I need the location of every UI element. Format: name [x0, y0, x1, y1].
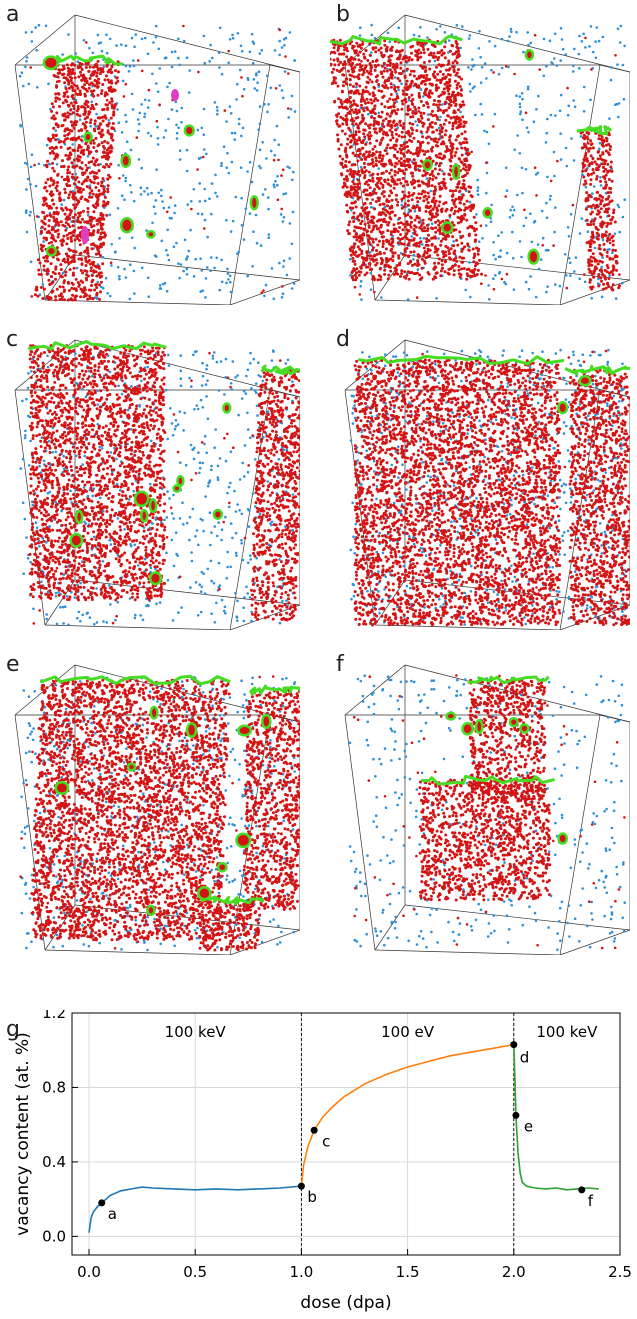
snapshot-label: b — [307, 1188, 317, 1206]
interstitial-atoms — [349, 674, 626, 951]
y-tick-label: 1.2 — [42, 1010, 66, 1022]
snapshot-marker — [311, 1127, 318, 1134]
panel-f-render — [330, 650, 630, 955]
panel-b-render — [330, 0, 630, 305]
snapshot-label: e — [524, 1117, 533, 1135]
regime-label: 100 keV — [536, 1023, 598, 1041]
snapshot-marker — [510, 1041, 517, 1048]
regime-label: 100 eV — [381, 1023, 435, 1041]
x-tick-label: 1.5 — [396, 1263, 420, 1281]
simulation-panel-d: d — [330, 325, 630, 630]
x-tick-label: 0.5 — [183, 1263, 207, 1281]
vacancy-cluster-sheets — [28, 342, 300, 622]
x-tick-label: 1.0 — [289, 1263, 313, 1281]
panel-label: e — [6, 652, 20, 677]
panel-label: b — [336, 2, 350, 27]
y-tick-label: 0.0 — [42, 1227, 66, 1245]
panel-label: f — [336, 652, 344, 677]
snapshot-label: f — [588, 1192, 594, 1210]
x-tick-label: 0.0 — [77, 1263, 101, 1281]
regime-label: 100 keV — [165, 1023, 227, 1041]
chart-series — [89, 1045, 599, 1233]
panel-c-render — [0, 325, 300, 630]
vacancy-cluster-sheets — [419, 677, 555, 902]
snapshot-marker — [578, 1186, 585, 1193]
snapshot-marker — [98, 1199, 105, 1206]
chart-points: a b c d e f — [98, 1041, 594, 1223]
snapshot-marker — [298, 1183, 305, 1190]
panel-a-render — [0, 0, 300, 305]
simulation-panel-f: f — [330, 650, 630, 955]
panel-d-render — [330, 325, 630, 630]
x-tick-label: 2.5 — [608, 1263, 632, 1281]
simulation-panel-b: b — [330, 0, 630, 305]
x-axis-label: dose (dpa) — [300, 1293, 391, 1313]
panel-label: c — [6, 327, 18, 352]
plot-frame — [72, 1013, 620, 1255]
simulation-panel-a: a — [0, 0, 300, 305]
simulation-box-wireframe — [345, 665, 630, 955]
vacancy-cluster-sheets — [30, 676, 300, 951]
simulation-panel-c: c — [0, 325, 300, 630]
panel-label: d — [336, 327, 350, 352]
y-tick-label: 0.8 — [42, 1078, 66, 1096]
snapshot-label: a — [108, 1205, 117, 1223]
chart-regions: 100 keV 100 eV 100 keV — [165, 1023, 598, 1041]
x-tick-label: 2.0 — [502, 1263, 526, 1281]
y-tick-label: 0.4 — [42, 1153, 66, 1171]
simulation-panel-e: e — [0, 650, 300, 955]
chart-grid — [72, 1013, 620, 1255]
chart-ticks: 0.0 0.5 1.0 1.5 2.0 2.5 0.0 0.4 0.8 1.2 — [42, 1010, 632, 1281]
y-axis-label: vacancy content (at. %) — [13, 1032, 33, 1236]
panel-label: a — [6, 2, 19, 27]
snapshot-label: c — [322, 1132, 330, 1150]
panel-e-render — [0, 650, 300, 955]
snapshot-label: d — [520, 1049, 530, 1067]
vacancy-cluster-sheets — [330, 36, 621, 291]
vacancy-cluster-sheets — [34, 56, 123, 301]
snapshot-marker — [512, 1112, 519, 1119]
